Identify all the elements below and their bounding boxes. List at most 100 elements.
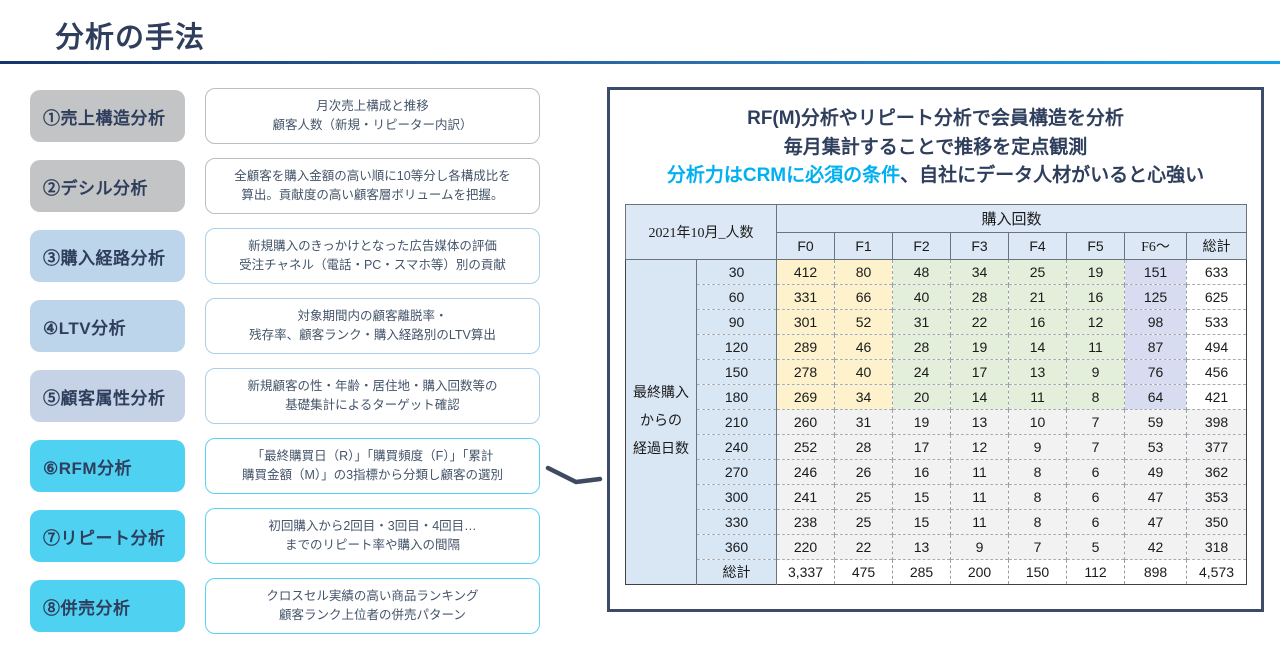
row-label: 60 (696, 283, 777, 309)
row-label: 150 (696, 358, 777, 384)
method-button-decile[interactable]: ②デシル分析 (30, 160, 185, 212)
connector-line (545, 465, 603, 485)
table-cell: 22 (834, 533, 893, 559)
table-cell: 47 (1124, 483, 1187, 509)
table-cell: 19 (1066, 258, 1125, 284)
table-cell: 26 (834, 458, 893, 484)
table-cell: 98 (1124, 308, 1187, 334)
table-cell: 8 (1008, 483, 1067, 509)
method-row-8: ⑧併売分析 クロスセル実績の高い商品ランキング 顧客ランク上位者の併売パターン (30, 578, 545, 634)
table-cell: 28 (834, 433, 893, 459)
table-cell: 19 (950, 333, 1009, 359)
panel-heading-line2: 毎月集計することで推移を定点観測 (783, 136, 1088, 158)
table-cell: 9 (1066, 358, 1125, 384)
table-cell: 11 (1066, 333, 1125, 359)
table-cell: 362 (1185, 458, 1247, 484)
table-cell: 475 (834, 558, 893, 584)
method-row-2: ②デシル分析 全顧客を購入金額の高い順に10等分し各構成比を 算出。貢献度の高い… (30, 158, 545, 214)
table-cell: 150 (1008, 558, 1067, 584)
method-button-purchase-route[interactable]: ③購入経路分析 (30, 230, 185, 282)
method-button-customer-attribute[interactable]: ⑤顧客属性分析 (30, 370, 185, 422)
table-cell: 9 (1008, 433, 1067, 459)
table-cell: 87 (1124, 333, 1187, 359)
table-cell: 14 (950, 383, 1009, 409)
table-row: 60 331 66 40 28 21 16 125 625 (626, 283, 1247, 309)
table-cell: 42 (1124, 533, 1187, 559)
table-cell: 353 (1185, 483, 1247, 509)
row-label: 360 (696, 533, 777, 559)
table-row: 240 252 28 17 12 9 7 53 377 (626, 433, 1247, 459)
method-button-ltv[interactable]: ④LTV分析 (30, 300, 185, 352)
row-label: 240 (696, 433, 777, 459)
table-cell: 6 (1066, 458, 1125, 484)
table-cell: 238 (776, 508, 835, 534)
row-label: 90 (696, 308, 777, 334)
row-label: 300 (696, 483, 777, 509)
table-row: 総計 3,337 475 285 200 150 112 898 4,573 (626, 558, 1247, 584)
table-cell: 7 (1008, 533, 1067, 559)
table-cell: 20 (892, 383, 951, 409)
table-cell: 25 (834, 483, 893, 509)
table-cell: 3,337 (776, 558, 835, 584)
method-row-5: ⑤顧客属性分析 新規顧客の性・年齢・居住地・購入回数等の 基礎集計によるターゲッ… (30, 368, 545, 424)
table-cell: 318 (1185, 533, 1247, 559)
table-cell: 49 (1124, 458, 1187, 484)
table-cell: 16 (1066, 283, 1125, 309)
table-cell: 260 (776, 408, 835, 434)
method-desc-sales-structure: 月次売上構成と推移 顧客人数（新規・リピーター内訳） (205, 88, 540, 144)
column-group-header: 購入回数 (775, 203, 1248, 233)
table-row: 270 246 26 16 11 8 6 49 362 (626, 458, 1247, 484)
table-cell: 66 (834, 283, 893, 309)
table-cell: 47 (1124, 508, 1187, 534)
row-label: 120 (696, 333, 777, 359)
table-row: 180 269 34 20 14 11 8 64 421 (626, 383, 1247, 409)
table-cell: 16 (1008, 308, 1067, 334)
method-desc-customer-attribute: 新規顧客の性・年齢・居住地・購入回数等の 基礎集計によるターゲット確認 (205, 368, 540, 424)
method-desc-repeat: 初回購入から2回目・3回目・4回目… までのリピート率や購入の間隔 (205, 508, 540, 564)
table-cell: 112 (1066, 558, 1125, 584)
column-header-f4: F4 (1008, 231, 1067, 260)
table-cell: 301 (776, 308, 835, 334)
table-cell: 13 (892, 533, 951, 559)
table-cell: 17 (892, 433, 951, 459)
method-button-rfm[interactable]: ⑥RFM分析 (30, 440, 185, 492)
column-header-f6plus: F6～ (1124, 231, 1187, 260)
table-cell: 6 (1066, 508, 1125, 534)
table-cell: 11 (1008, 383, 1067, 409)
table-cell: 331 (776, 283, 835, 309)
table-cell: 377 (1185, 433, 1247, 459)
table-cell: 398 (1185, 408, 1247, 434)
column-header-f2: F2 (892, 231, 951, 260)
table-cell: 48 (892, 258, 951, 284)
table-cell: 9 (950, 533, 1009, 559)
table-cell: 28 (950, 283, 1009, 309)
panel-heading-highlight: 分析力はCRMに必須の条件 (666, 165, 901, 186)
table-cell: 412 (776, 258, 835, 284)
method-desc-cross-sell: クロスセル実績の高い商品ランキング 顧客ランク上位者の併売パターン (205, 578, 540, 634)
table-cell: 350 (1185, 508, 1247, 534)
table-cell: 21 (1008, 283, 1067, 309)
table-cell: 8 (1008, 458, 1067, 484)
table-cell: 8 (1066, 383, 1125, 409)
table-row: 90 301 52 31 22 16 12 98 533 (626, 308, 1247, 334)
row-label: 総計 (696, 558, 777, 584)
panel-heading-line1: RF(M)分析やリピート分析で会員構造を分析 (747, 108, 1124, 129)
method-row-6: ⑥RFM分析 「最終購買日（R）」「購買頻度（F）」「累計 購買金額（M）」の3… (30, 438, 545, 494)
row-label: 210 (696, 408, 777, 434)
method-button-cross-sell[interactable]: ⑧併売分析 (30, 580, 185, 632)
table-cell: 125 (1124, 283, 1187, 309)
table-cell: 633 (1185, 258, 1247, 284)
table-corner-label: 2021年10月_人数 (625, 203, 777, 260)
method-desc-ltv: 対象期間内の顧客離脱率・ 残存率、顧客ランク・購入経路別のLTV算出 (205, 298, 540, 354)
table-cell: 285 (892, 558, 951, 584)
table-row: 最終購入 からの 経過日数 30 412 80 48 34 25 19 151 633 (625, 258, 1247, 584)
table-cell: 625 (1185, 283, 1247, 309)
table-row: 120 289 46 28 19 14 11 87 494 (626, 333, 1247, 359)
table-cell: 34 (834, 383, 893, 409)
method-desc-purchase-route: 新規購入のきっかけとなった広告媒体の評価 受注チャネル（電話・PC・スマホ等）別… (205, 228, 540, 284)
table-cell: 11 (950, 483, 1009, 509)
method-button-repeat[interactable]: ⑦リピート分析 (30, 510, 185, 562)
table-cell: 19 (892, 408, 951, 434)
method-button-sales-structure[interactable]: ①売上構造分析 (30, 90, 185, 142)
table-cell: 46 (834, 333, 893, 359)
